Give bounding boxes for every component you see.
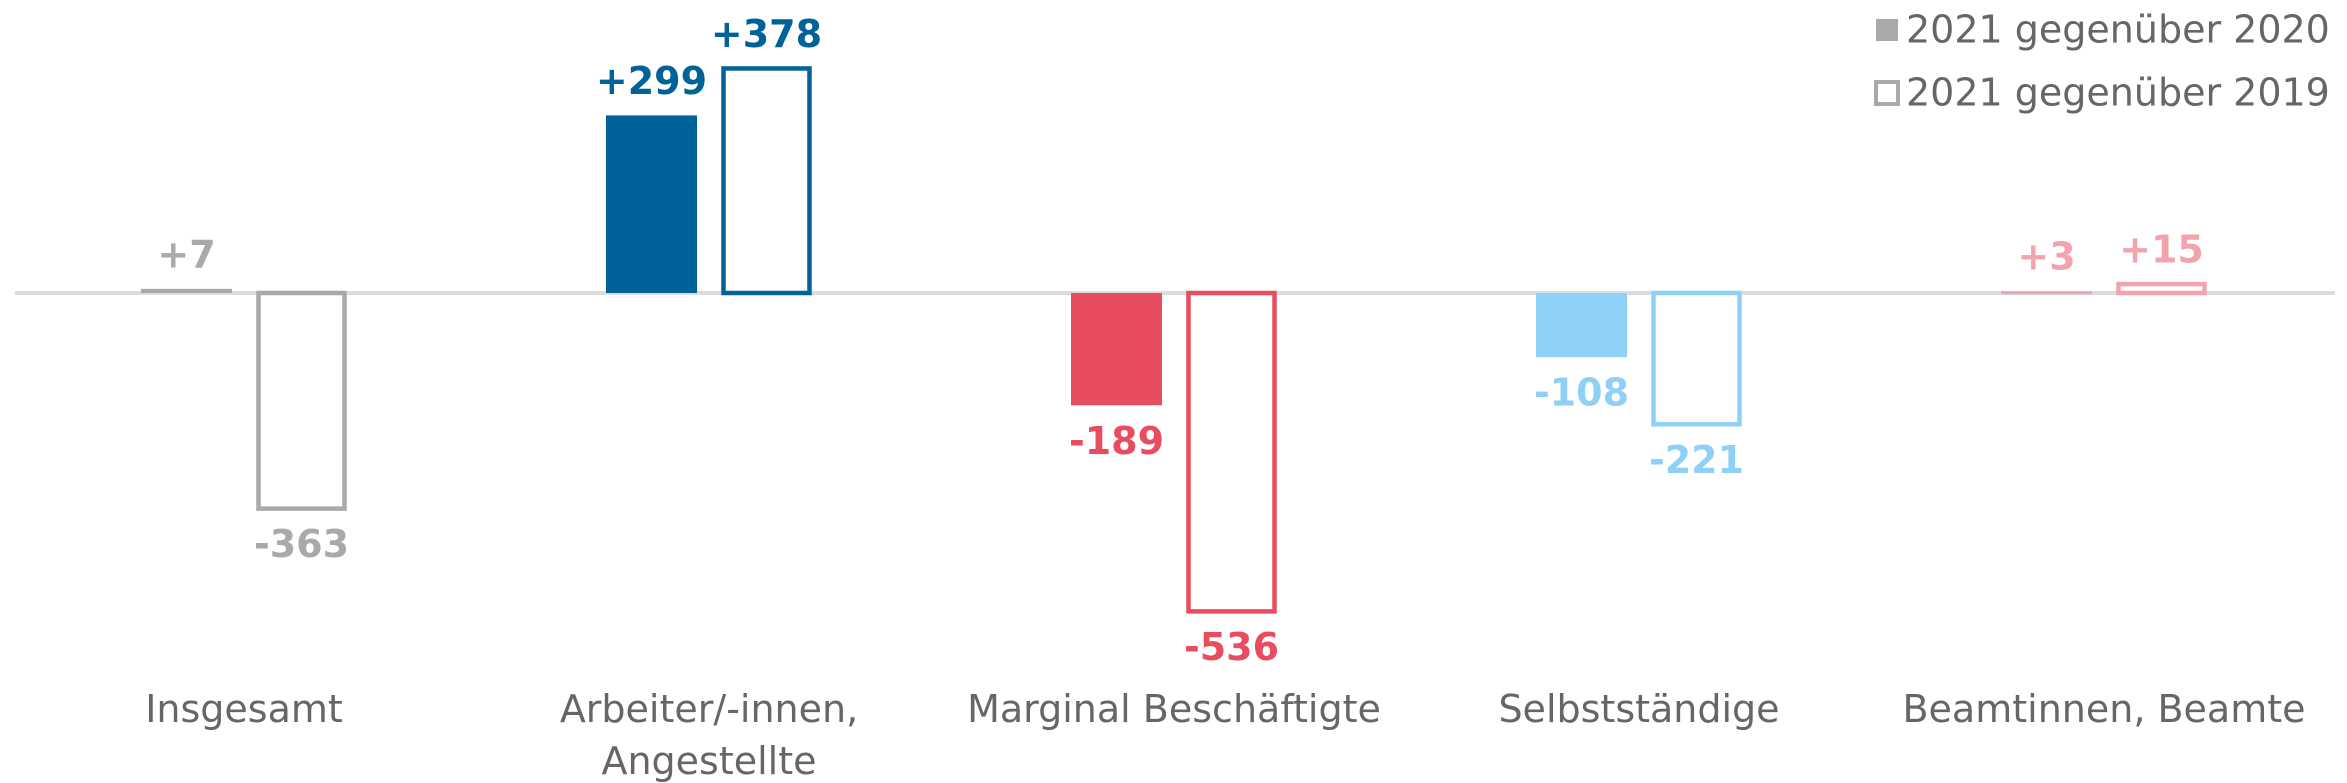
legend-swatch bbox=[1874, 80, 1900, 106]
x-tick-label: Arbeiter/-innen, Angestellte bbox=[559, 687, 859, 783]
bar bbox=[1651, 290, 1742, 427]
data-label: -363 bbox=[254, 522, 349, 566]
x-tick-label: Selbstständige bbox=[1498, 687, 1780, 731]
bar bbox=[721, 66, 812, 296]
x-tick-label: Insgesamt bbox=[145, 687, 343, 731]
data-label: -108 bbox=[1534, 371, 1629, 415]
bar bbox=[141, 288, 232, 293]
data-label: +378 bbox=[711, 12, 822, 56]
x-tick-label: Beamtinnen, Beamte bbox=[1902, 687, 2306, 731]
bar bbox=[1186, 290, 1277, 614]
data-label: +3 bbox=[2017, 235, 2075, 279]
bar bbox=[1071, 293, 1162, 406]
data-label: -536 bbox=[1184, 625, 1279, 669]
bar bbox=[606, 115, 697, 293]
data-label: +15 bbox=[2119, 228, 2204, 272]
data-label: -189 bbox=[1069, 419, 1164, 463]
bar bbox=[256, 290, 347, 511]
bar bbox=[2001, 291, 2092, 295]
legend-swatch bbox=[1876, 19, 1898, 41]
data-label: -221 bbox=[1649, 438, 1744, 482]
legend-label: 2021 gegenüber 2020 bbox=[1906, 8, 2330, 52]
data-label: +299 bbox=[596, 59, 707, 103]
bar bbox=[1536, 293, 1627, 358]
data-label: +7 bbox=[157, 232, 215, 276]
x-tick-label: Marginal Beschäftigte bbox=[967, 687, 1381, 731]
bar bbox=[2116, 281, 2207, 296]
legend-label: 2021 gegenüber 2019 bbox=[1906, 71, 2330, 115]
